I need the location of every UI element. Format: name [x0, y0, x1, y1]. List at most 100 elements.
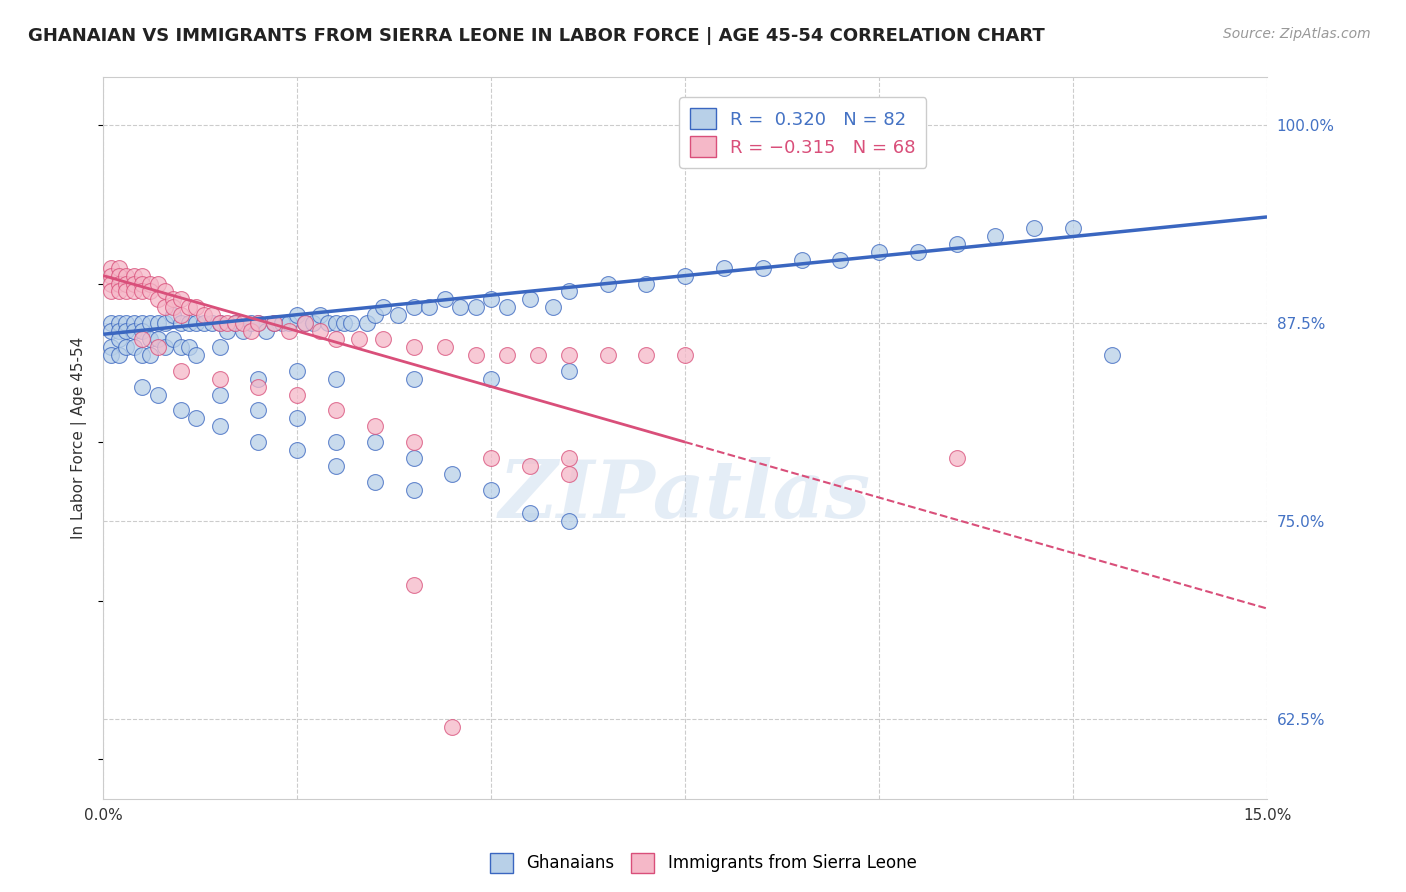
Point [139, 277, 162, 291]
Point [285, 308, 308, 322]
Point [107, 285, 129, 299]
Point [146, 332, 169, 346]
Point [107, 316, 129, 330]
Point [387, 308, 409, 322]
Point [193, 316, 215, 330]
Point [868, 244, 890, 259]
Point [208, 316, 231, 330]
Point [636, 348, 658, 362]
Point [402, 435, 425, 450]
Point [449, 301, 471, 315]
Point [464, 348, 486, 362]
Point [519, 507, 541, 521]
Point [558, 450, 581, 465]
Point [301, 316, 323, 330]
Point [131, 277, 153, 291]
Point [325, 435, 347, 450]
Point [122, 285, 145, 299]
Point [285, 364, 308, 378]
Point [247, 403, 270, 417]
Point [217, 324, 239, 338]
Point [100, 277, 122, 291]
Point [356, 316, 378, 330]
Point [155, 301, 177, 315]
Point [247, 316, 270, 330]
Point [177, 340, 200, 354]
Point [107, 324, 129, 338]
Point [332, 316, 354, 330]
Point [100, 324, 122, 338]
Point [224, 316, 246, 330]
Point [170, 316, 193, 330]
Point [201, 316, 224, 330]
Point [107, 260, 129, 275]
Point [945, 236, 967, 251]
Point [247, 435, 270, 450]
Point [325, 458, 347, 473]
Point [122, 324, 145, 338]
Point [186, 411, 208, 425]
Point [208, 387, 231, 401]
Point [349, 332, 371, 346]
Point [673, 348, 696, 362]
Text: ZIPatlas: ZIPatlas [499, 457, 872, 534]
Point [170, 340, 193, 354]
Point [100, 340, 122, 354]
Point [541, 301, 564, 315]
Point [636, 277, 658, 291]
Point [247, 316, 270, 330]
Point [984, 229, 1007, 244]
Point [558, 514, 581, 528]
Point [325, 332, 347, 346]
Point [479, 450, 502, 465]
Point [122, 340, 145, 354]
Point [193, 308, 215, 322]
Point [278, 316, 301, 330]
Point [278, 324, 301, 338]
Point [316, 316, 339, 330]
Point [907, 244, 929, 259]
Point [162, 301, 184, 315]
Point [495, 301, 517, 315]
Point [402, 301, 425, 315]
Point [107, 348, 129, 362]
Point [146, 340, 169, 354]
Point [247, 379, 270, 393]
Point [131, 379, 153, 393]
Point [208, 371, 231, 385]
Point [830, 252, 852, 267]
Point [115, 285, 138, 299]
Point [100, 348, 122, 362]
Point [433, 293, 456, 307]
Point [162, 308, 184, 322]
Point [100, 260, 122, 275]
Point [558, 467, 581, 481]
Point [519, 293, 541, 307]
Point [364, 435, 387, 450]
Point [1062, 221, 1084, 235]
Text: GHANAIAN VS IMMIGRANTS FROM SIERRA LEONE IN LABOR FORCE | AGE 45-54 CORRELATION : GHANAIAN VS IMMIGRANTS FROM SIERRA LEONE… [28, 27, 1045, 45]
Point [155, 285, 177, 299]
Point [294, 316, 316, 330]
Point [146, 293, 169, 307]
Point [208, 316, 231, 330]
Point [122, 316, 145, 330]
Point [479, 293, 502, 307]
Point [201, 308, 224, 322]
Text: Source: ZipAtlas.com: Source: ZipAtlas.com [1223, 27, 1371, 41]
Point [115, 340, 138, 354]
Point [208, 419, 231, 434]
Point [433, 340, 456, 354]
Point [325, 371, 347, 385]
Point [162, 293, 184, 307]
Point [285, 442, 308, 457]
Point [1101, 348, 1123, 362]
Point [479, 483, 502, 497]
Point [441, 720, 464, 734]
Point [294, 316, 316, 330]
Point [790, 252, 813, 267]
Point [402, 483, 425, 497]
Point [325, 316, 347, 330]
Point [519, 458, 541, 473]
Point [100, 268, 122, 283]
